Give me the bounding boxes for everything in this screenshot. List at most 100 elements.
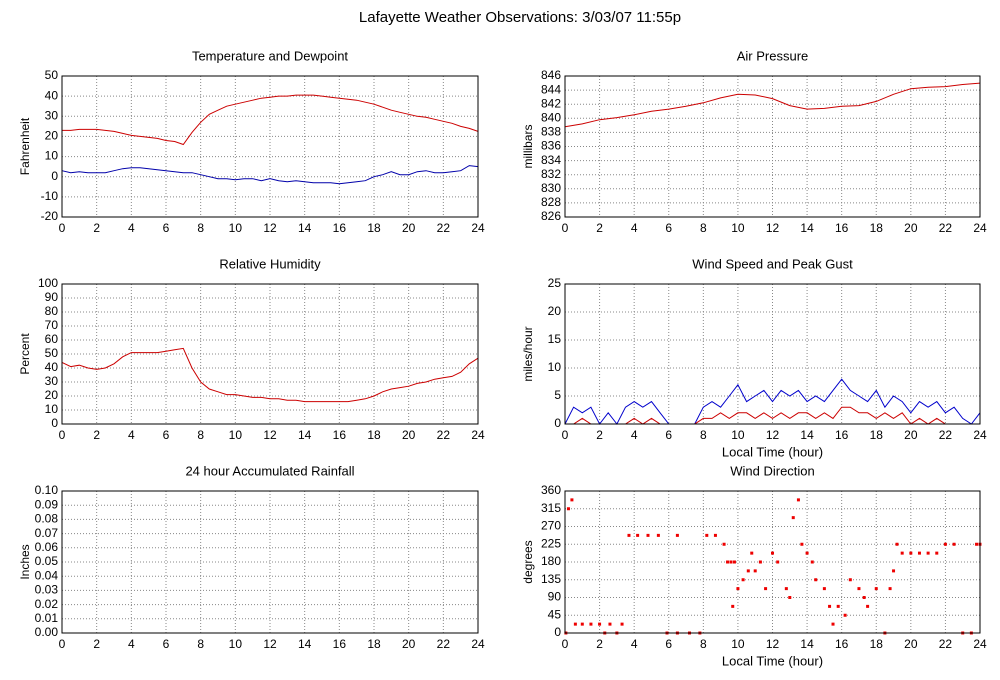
data-point xyxy=(791,516,795,520)
data-point xyxy=(917,551,921,555)
y-tick-label: 270 xyxy=(541,519,561,533)
y-tick-label: 834 xyxy=(541,153,561,167)
data-point xyxy=(675,533,679,537)
data-point xyxy=(888,587,892,591)
data-line xyxy=(61,165,479,185)
x-tick-label: 12 xyxy=(263,221,277,235)
x-tick-label: 10 xyxy=(229,221,243,235)
x-tick-label: 0 xyxy=(59,637,66,651)
y-tick-label: 30 xyxy=(45,108,59,122)
x-tick-label: 6 xyxy=(163,428,170,442)
data-point xyxy=(814,578,818,582)
y-tick-label: 20 xyxy=(45,129,59,143)
x-tick-label: 8 xyxy=(700,221,707,235)
x-tick-label: 6 xyxy=(665,221,672,235)
y-tick-label: 838 xyxy=(541,125,561,139)
y-tick-label: 0.04 xyxy=(35,568,59,582)
data-point xyxy=(646,533,650,537)
data-point xyxy=(731,604,735,608)
x-tick-label: 12 xyxy=(766,637,780,651)
chart-title: Air Pressure xyxy=(737,48,809,63)
y-tick-label: 180 xyxy=(541,554,561,568)
data-point xyxy=(975,542,979,546)
y-tick-label: 0.02 xyxy=(35,597,59,611)
data-point xyxy=(895,542,899,546)
x-tick-label: 18 xyxy=(367,221,381,235)
data-point xyxy=(732,560,736,564)
data-point xyxy=(589,622,593,626)
x-tick-label: 2 xyxy=(93,221,100,235)
x-tick-label: 18 xyxy=(367,428,381,442)
x-tick-label: 4 xyxy=(128,428,135,442)
x-tick-label: 18 xyxy=(870,221,884,235)
data-point xyxy=(943,542,947,546)
y-tick-label: 20 xyxy=(548,304,562,318)
y-tick-label: 135 xyxy=(541,572,561,586)
data-point xyxy=(656,533,660,537)
y-tick-label: 0 xyxy=(554,416,561,430)
x-tick-label: 4 xyxy=(128,637,135,651)
y-tick-label: 840 xyxy=(541,110,561,124)
x-tick-label: 10 xyxy=(731,221,745,235)
x-tick-label: 22 xyxy=(939,221,953,235)
x-tick-label: 2 xyxy=(596,428,603,442)
y-tick-label: 830 xyxy=(541,181,561,195)
data-point xyxy=(909,551,913,555)
data-point xyxy=(758,560,762,564)
x-tick-label: 16 xyxy=(333,428,347,442)
y-tick-label: 0.10 xyxy=(35,483,59,497)
plot-frame xyxy=(61,490,479,634)
y-tick-label: 360 xyxy=(541,483,561,497)
x-tick-label: 12 xyxy=(263,428,277,442)
y-tick-label: 0.00 xyxy=(35,625,59,639)
data-point xyxy=(810,560,814,564)
data-point xyxy=(741,578,745,582)
x-tick-label: 4 xyxy=(631,221,638,235)
x-tick-label: 4 xyxy=(631,637,638,651)
data-point xyxy=(764,587,768,591)
x-tick-label: 24 xyxy=(471,637,485,651)
x-tick-label: 22 xyxy=(437,221,451,235)
x-tick-label: 6 xyxy=(665,637,672,651)
y-tick-label: 0.01 xyxy=(35,611,59,625)
data-point xyxy=(573,622,577,626)
x-axis-label: Local Time (hour) xyxy=(722,653,823,668)
data-point xyxy=(900,551,904,555)
data-point xyxy=(831,622,835,626)
x-tick-label: 10 xyxy=(731,637,745,651)
x-tick-label: 24 xyxy=(973,637,987,651)
x-tick-label: 12 xyxy=(766,428,780,442)
x-tick-label: 22 xyxy=(939,428,953,442)
y-axis-label: Inches xyxy=(18,544,32,579)
y-tick-label: 846 xyxy=(541,68,561,82)
x-tick-label: 20 xyxy=(402,428,416,442)
data-point xyxy=(620,622,624,626)
data-point xyxy=(805,551,809,555)
plot-frame xyxy=(61,283,479,425)
data-point xyxy=(926,551,930,555)
x-axis-label: Local Time (hour) xyxy=(722,444,823,459)
x-tick-label: 2 xyxy=(596,221,603,235)
x-tick-label: 16 xyxy=(835,637,849,651)
data-point xyxy=(857,587,861,591)
data-point xyxy=(736,587,740,591)
y-tick-label: 15 xyxy=(548,332,562,346)
x-tick-label: 14 xyxy=(800,428,814,442)
x-tick-label: 0 xyxy=(59,221,66,235)
y-tick-label: 315 xyxy=(541,501,561,515)
x-tick-label: 18 xyxy=(870,428,884,442)
x-tick-label: 8 xyxy=(700,428,707,442)
y-tick-label: 90 xyxy=(45,290,59,304)
y-tick-label: 0.03 xyxy=(35,583,59,597)
x-tick-label: 14 xyxy=(800,221,814,235)
plot-frame xyxy=(564,283,981,425)
y-tick-label: 832 xyxy=(541,167,561,181)
data-point xyxy=(848,578,852,582)
y-tick-label: 50 xyxy=(45,68,59,82)
y-tick-label: 826 xyxy=(541,209,561,223)
y-tick-label: 5 xyxy=(554,388,561,402)
data-point xyxy=(836,604,840,608)
data-point xyxy=(726,560,730,564)
x-tick-label: 14 xyxy=(298,637,312,651)
